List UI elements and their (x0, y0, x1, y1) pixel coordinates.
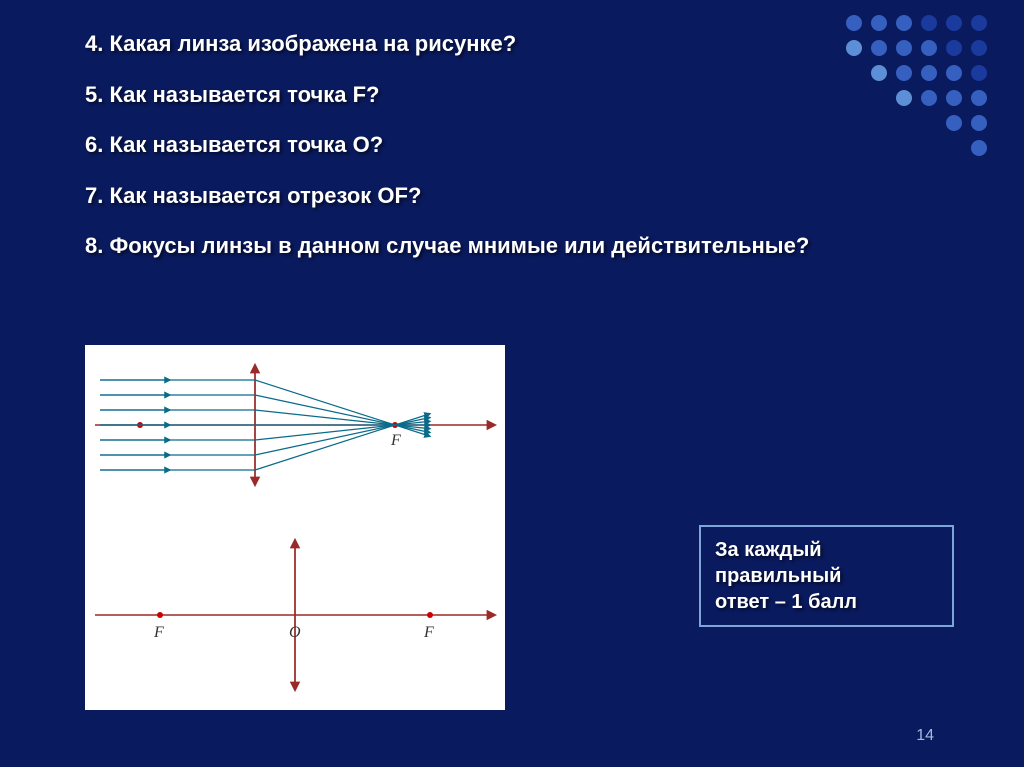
corner-dots-decoration (839, 8, 1009, 178)
lens-diagram: F F O F (85, 345, 505, 710)
page-number: 14 (916, 727, 934, 745)
svg-text:F: F (423, 624, 434, 641)
score-box: За каждый правильный ответ – 1 балл (699, 525, 954, 627)
svg-text:O: O (289, 624, 301, 641)
svg-text:F: F (153, 624, 164, 641)
question-6: 6. Как называется точка O? (85, 131, 939, 160)
svg-text:F: F (390, 432, 401, 449)
question-4: 4. Какая линза изображена на рисунке? (85, 30, 939, 59)
question-5: 5. Как называется точка F? (85, 81, 939, 110)
question-8: 8. Фокусы линзы в данном случае мнимые и… (85, 232, 939, 261)
question-7: 7. Как называется отрезок OF? (85, 182, 939, 211)
score-line1: За каждый правильный (715, 539, 841, 587)
score-line2: ответ – 1 балл (715, 591, 857, 613)
